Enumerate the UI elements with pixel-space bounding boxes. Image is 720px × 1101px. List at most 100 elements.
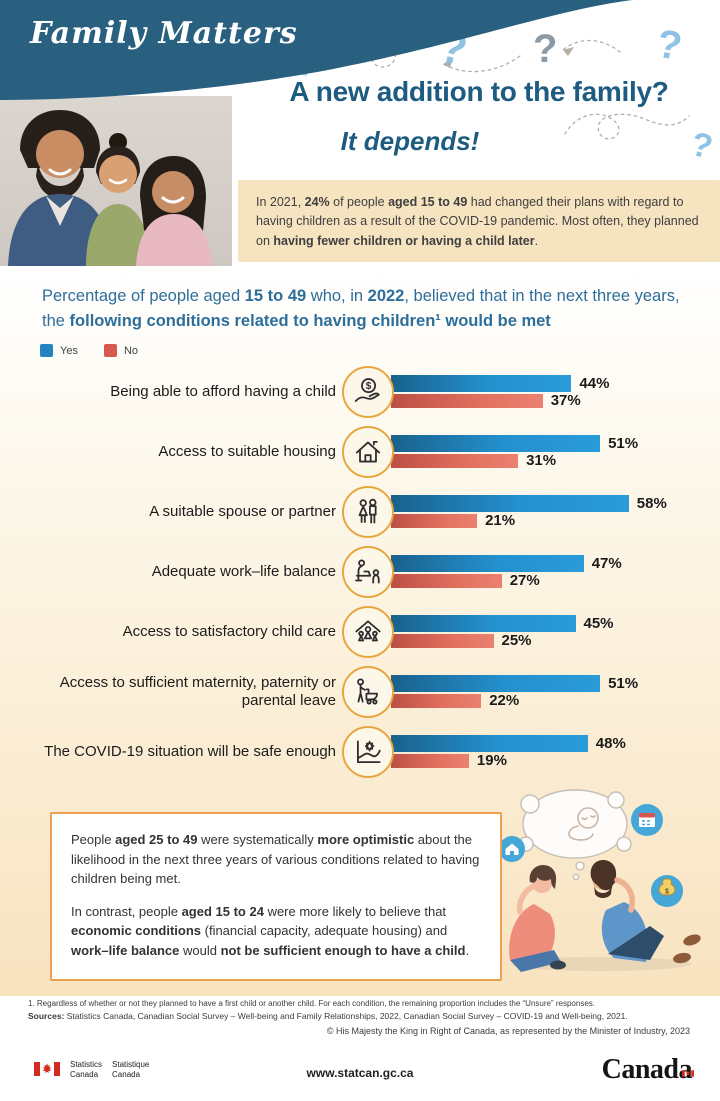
covid-callout-box: In 2021, 24% of people aged 15 to 49 had… bbox=[238, 180, 720, 262]
callout-text: In 2021, 24% of people aged 15 to 49 had… bbox=[256, 195, 699, 248]
baby-icon bbox=[568, 807, 599, 841]
bar-yes bbox=[391, 435, 601, 452]
condition-icon bbox=[351, 555, 385, 589]
bar-group: 48% 19% bbox=[391, 735, 626, 769]
row-label: The COVID-19 situation will be safe enou… bbox=[44, 743, 336, 761]
bar-no bbox=[391, 394, 543, 408]
row-label: A suitable spouse or partner bbox=[149, 503, 336, 521]
no-value: 21% bbox=[485, 512, 516, 529]
yes-value: 48% bbox=[595, 735, 626, 752]
family-photo bbox=[0, 96, 232, 266]
no-value: 37% bbox=[550, 392, 581, 409]
yes-value: 51% bbox=[608, 675, 639, 692]
wordmark-flag-icon bbox=[682, 1053, 694, 1085]
bar-yes bbox=[391, 615, 576, 632]
chart-rows: Being able to afford having a child 44% … bbox=[0, 362, 720, 782]
canada-flag-icon bbox=[34, 1062, 60, 1076]
copyright-line: © His Majesty the King in Right of Canad… bbox=[326, 1026, 690, 1036]
condition-icon-circle bbox=[342, 726, 394, 778]
bar-group: 58% 21% bbox=[391, 495, 667, 529]
chart-row: A suitable spouse or partner 58% 21% bbox=[0, 482, 720, 542]
chart-row: Being able to afford having a child 44% … bbox=[0, 362, 720, 422]
row-label: Being able to afford having a child bbox=[110, 383, 336, 401]
sources-text: Statistics Canada, Canadian Social Surve… bbox=[64, 1011, 628, 1021]
yes-value: 47% bbox=[591, 555, 622, 572]
house-bubble-icon bbox=[499, 836, 525, 862]
bar-yes bbox=[391, 555, 584, 572]
woman-figure bbox=[509, 865, 566, 972]
legend-item-no: No bbox=[103, 344, 138, 357]
legend-item-yes: Yes bbox=[40, 344, 78, 357]
no-value: 22% bbox=[489, 692, 520, 709]
agency-name-en: Statistics Canada bbox=[70, 1060, 103, 1079]
sources-label: Sources: bbox=[28, 1011, 65, 1021]
row-label: Adequate work–life balance bbox=[151, 563, 336, 581]
page-subtitle: It depends! bbox=[340, 126, 480, 156]
bar-group: 47% 27% bbox=[391, 555, 622, 589]
chart-row: Access to satisfactory child care 45% 25… bbox=[0, 602, 720, 662]
bar-group: 45% 25% bbox=[391, 615, 614, 649]
question-mark-icon: ? bbox=[653, 22, 685, 70]
question-mark-icon: ? bbox=[533, 27, 557, 71]
no-value: 19% bbox=[476, 752, 507, 769]
sources-line: Sources: Statistics Canada, Canadian Soc… bbox=[28, 1011, 694, 1021]
bar-yes bbox=[391, 495, 629, 512]
money-bag-bubble-icon: $ bbox=[651, 875, 683, 907]
question-mark-icon: ? bbox=[687, 125, 716, 167]
condition-icon bbox=[351, 675, 385, 709]
condition-icon-circle bbox=[342, 606, 394, 658]
page-title: A new addition to the family? bbox=[289, 76, 669, 107]
condition-icon bbox=[351, 435, 385, 469]
condition-icon-circle bbox=[342, 666, 394, 718]
bar-no bbox=[391, 694, 482, 708]
bar-no bbox=[391, 574, 502, 588]
statcan-url-link[interactable]: www.statcan.gc.ca bbox=[306, 1066, 414, 1080]
chart-title: Percentage of people aged 15 to 49 who, … bbox=[42, 287, 680, 330]
thinking-couple-illustration: $ bbox=[499, 789, 701, 972]
footer: Statistics Canada Statistique Canada www… bbox=[0, 1048, 720, 1101]
no-value: 25% bbox=[501, 632, 532, 649]
condition-icon bbox=[351, 495, 385, 529]
chart-row: Access to suitable housing 51% 31% bbox=[0, 422, 720, 482]
findings-box: People aged 25 to 49 were systematically… bbox=[50, 812, 502, 981]
man-figure bbox=[590, 860, 701, 964]
condition-icon-circle bbox=[342, 426, 394, 478]
legend-swatch-no bbox=[103, 344, 117, 357]
chart-row: Adequate work–life balance 47% 27% bbox=[0, 542, 720, 602]
condition-icon-circle bbox=[342, 486, 394, 538]
agency-name-fr: Statistique Canada bbox=[112, 1060, 150, 1079]
row-label: Access to sufficient maternity, paternit… bbox=[59, 674, 336, 709]
condition-icon-circle bbox=[342, 546, 394, 598]
bar-group: 44% 37% bbox=[391, 375, 609, 409]
svg-text:$: $ bbox=[665, 889, 669, 896]
badge-title: Family Matters bbox=[30, 16, 298, 51]
statcan-signature: Statistics Canada Statistique Canada bbox=[34, 1060, 149, 1080]
bar-no bbox=[391, 634, 494, 648]
bar-no bbox=[391, 754, 469, 768]
chart-legend: Yes No bbox=[40, 344, 138, 357]
condition-icon bbox=[351, 615, 385, 649]
bar-no bbox=[391, 454, 519, 468]
chart-row: The COVID-19 situation will be safe enou… bbox=[0, 722, 720, 782]
findings-paragraph-1: People aged 25 to 49 were systematically… bbox=[71, 832, 480, 886]
bar-no bbox=[391, 514, 478, 528]
yes-value: 45% bbox=[583, 615, 614, 632]
no-value: 27% bbox=[509, 572, 540, 589]
bar-yes bbox=[391, 675, 601, 692]
row-label: Access to satisfactory child care bbox=[122, 623, 336, 641]
row-label: Access to suitable housing bbox=[158, 443, 336, 461]
condition-icon bbox=[351, 735, 385, 769]
legend-label-yes: Yes bbox=[60, 344, 78, 357]
bar-yes bbox=[391, 375, 572, 392]
bar-group: 51% 31% bbox=[391, 435, 638, 469]
question-mark-icon: ? bbox=[435, 22, 471, 76]
calendar-bubble-icon bbox=[631, 804, 663, 836]
no-value: 31% bbox=[526, 452, 557, 469]
footnote: 1. Regardless of whether or not they pla… bbox=[28, 999, 595, 1008]
bar-yes bbox=[391, 735, 588, 752]
yes-value: 51% bbox=[608, 435, 639, 452]
condition-icon bbox=[351, 375, 385, 409]
canada-wordmark: Canada bbox=[601, 1053, 694, 1085]
findings-paragraph-2: In contrast, people aged 15 to 24 were m… bbox=[71, 903, 470, 958]
